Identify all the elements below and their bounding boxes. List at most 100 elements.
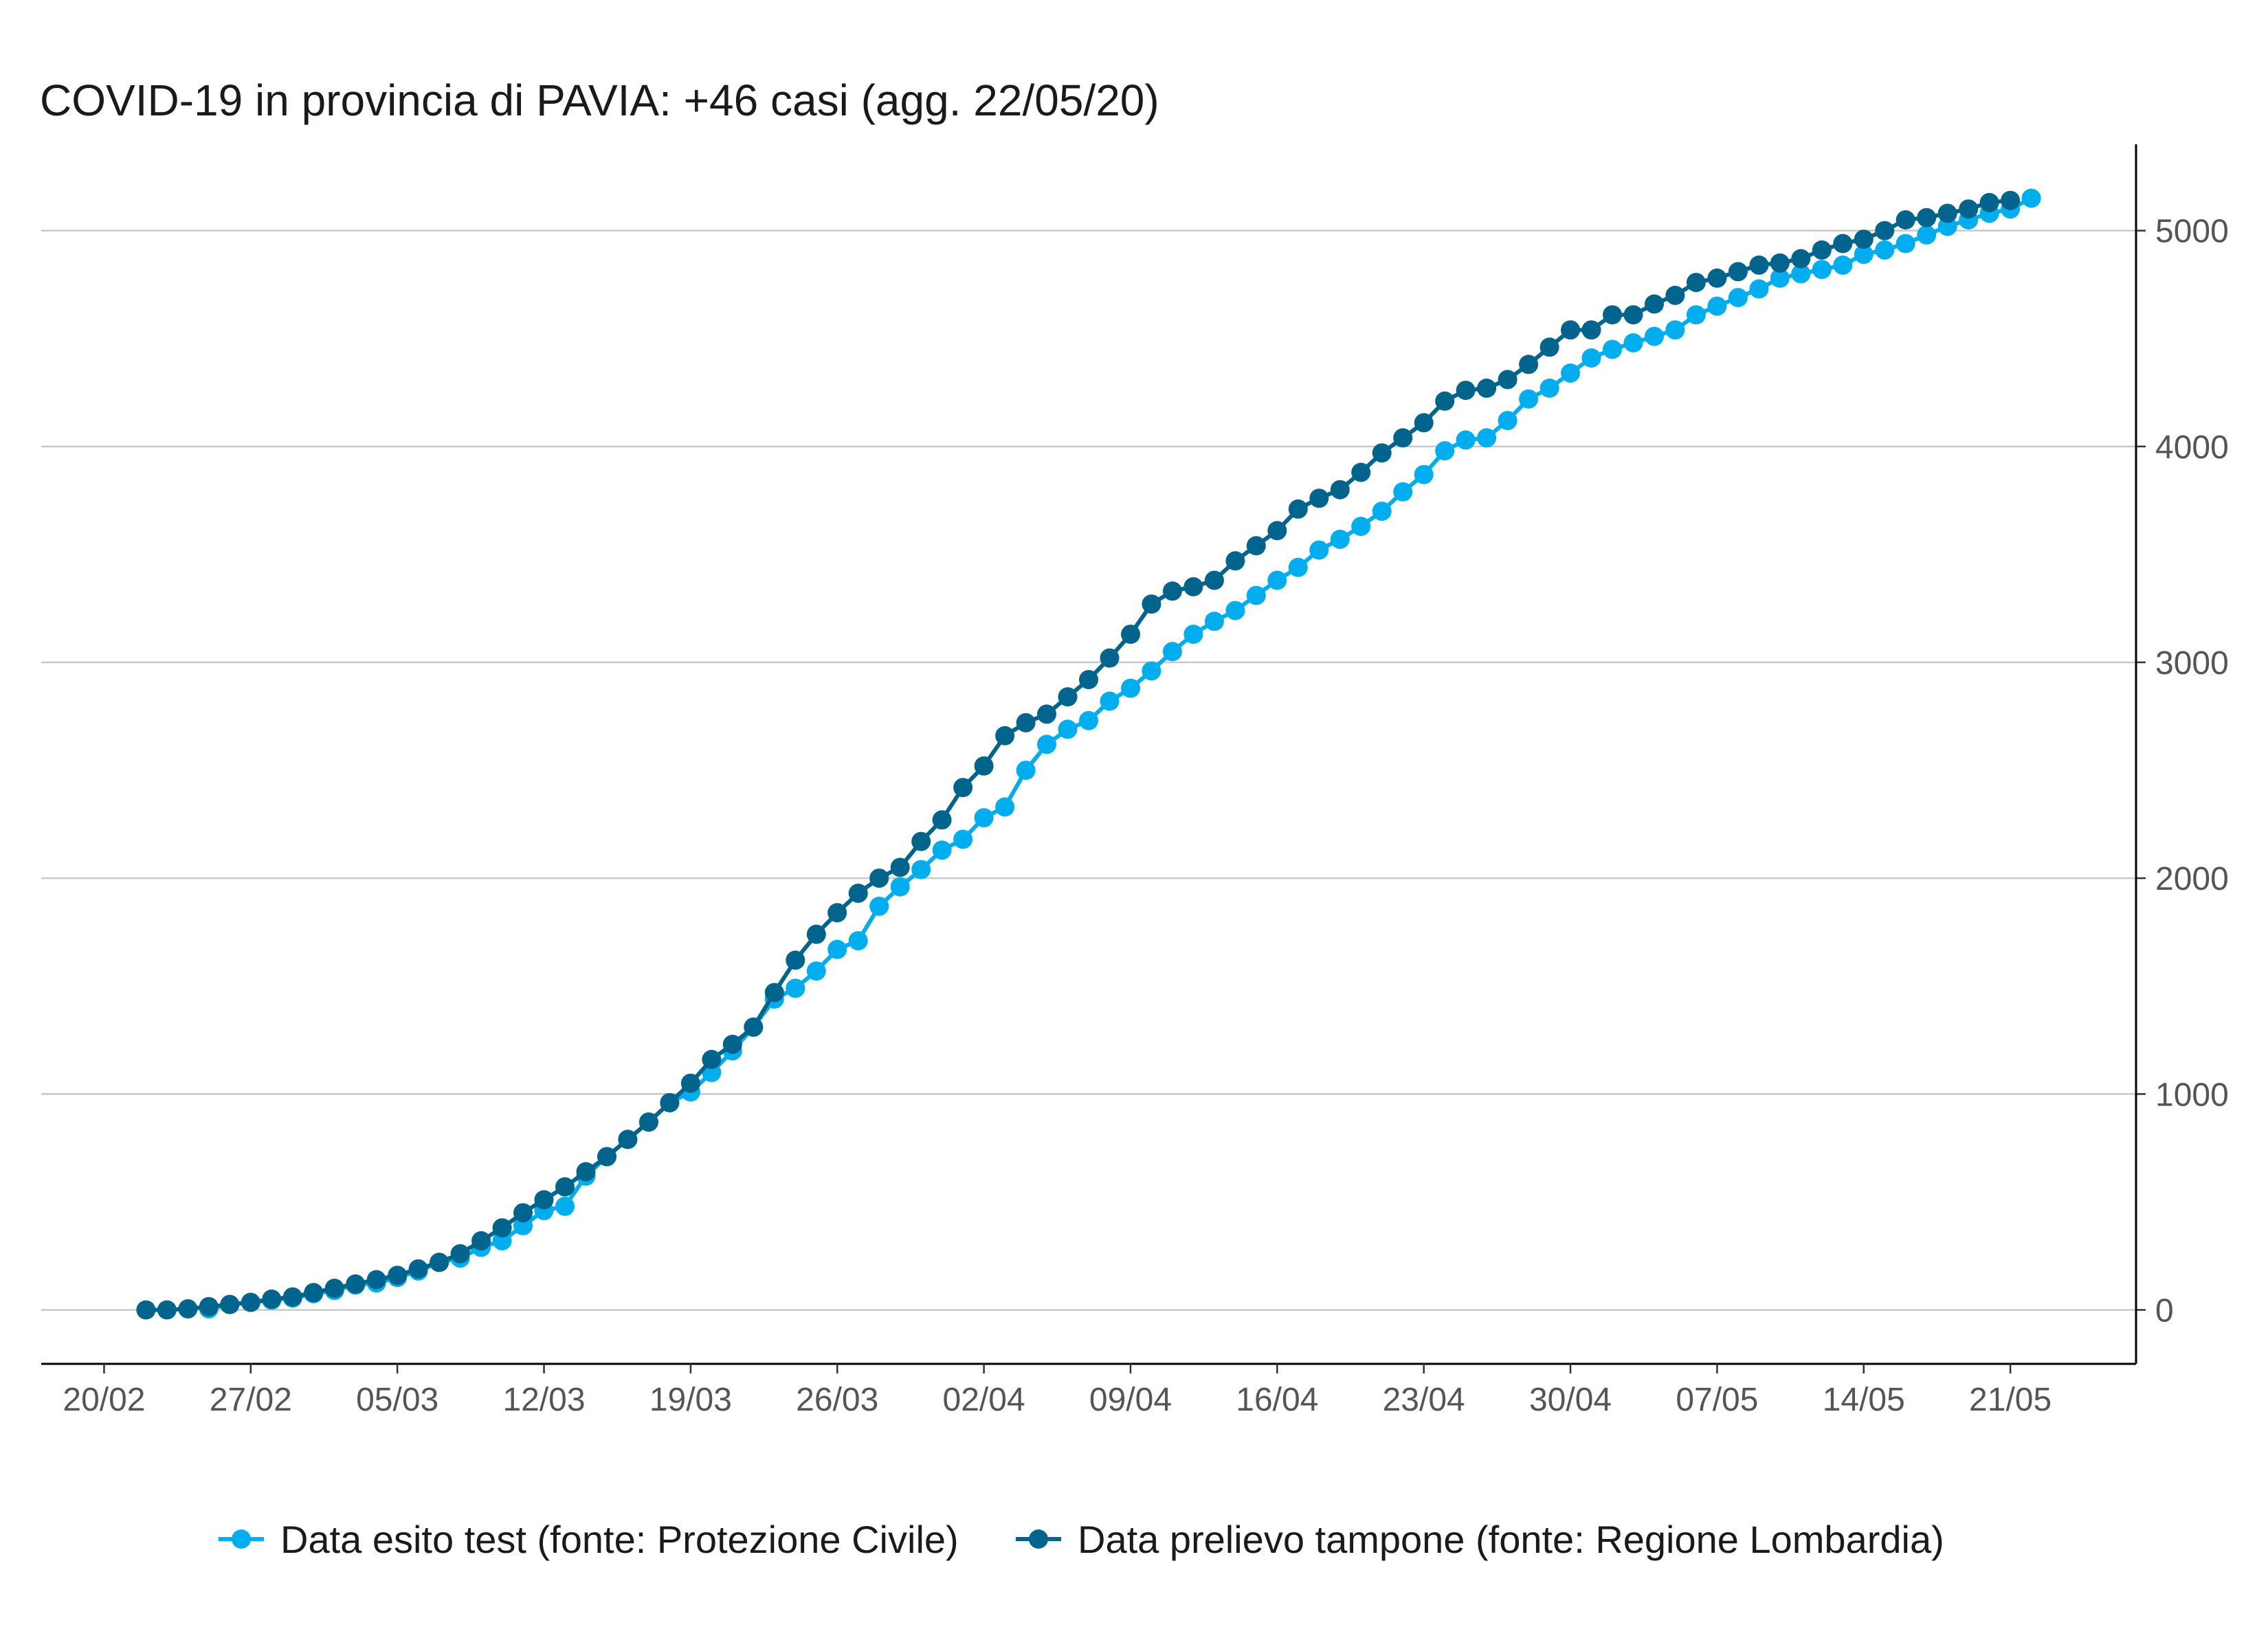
data-point bbox=[1058, 687, 1078, 707]
data-point bbox=[1812, 260, 1832, 280]
data-point bbox=[1519, 389, 1539, 409]
data-point bbox=[1037, 704, 1056, 724]
data-point bbox=[1917, 207, 1937, 227]
data-point bbox=[1183, 577, 1203, 596]
data-point bbox=[1351, 517, 1371, 537]
data-point bbox=[974, 808, 994, 828]
data-point bbox=[1016, 713, 1036, 732]
y-tick-label: 5000 bbox=[2155, 214, 2229, 250]
data-point bbox=[1979, 192, 1999, 212]
series-line bbox=[208, 196, 2032, 1311]
data-point bbox=[471, 1231, 491, 1250]
data-point bbox=[1686, 305, 1706, 325]
x-tick-label: 27/02 bbox=[210, 1382, 292, 1418]
data-point bbox=[1267, 521, 1287, 541]
data-point bbox=[1309, 540, 1329, 560]
legend-item-1: Data esito test (fonte: Protezione Civil… bbox=[219, 1518, 959, 1561]
data-point bbox=[1477, 379, 1497, 398]
data-point bbox=[1414, 464, 1434, 484]
data-point bbox=[638, 1112, 658, 1132]
data-point bbox=[1749, 279, 1769, 299]
data-point bbox=[848, 931, 868, 951]
y-tick-label: 3000 bbox=[2155, 645, 2229, 682]
data-point bbox=[1288, 557, 1308, 577]
data-point bbox=[1917, 225, 1937, 245]
data-point bbox=[1372, 443, 1392, 463]
x-tick-label: 12/03 bbox=[502, 1382, 585, 1418]
data-point bbox=[953, 829, 973, 849]
data-point bbox=[1937, 203, 1957, 223]
legend: Data esito test (fonte: Protezione Civil… bbox=[219, 1518, 1944, 1561]
data-point bbox=[1393, 482, 1413, 502]
data-point bbox=[1246, 585, 1266, 605]
data-point bbox=[388, 1266, 408, 1286]
data-point bbox=[282, 1287, 302, 1307]
data-point bbox=[324, 1279, 344, 1298]
data-point bbox=[346, 1274, 366, 1294]
data-point bbox=[1833, 234, 1853, 254]
data-point bbox=[911, 860, 931, 879]
data-point bbox=[869, 897, 889, 916]
data-point bbox=[1812, 240, 1832, 260]
data-point bbox=[199, 1297, 219, 1316]
data-point bbox=[1309, 489, 1329, 508]
data-point bbox=[136, 1300, 156, 1320]
data-point bbox=[1581, 348, 1601, 368]
data-point bbox=[1854, 245, 1874, 265]
x-tick-label: 16/04 bbox=[1236, 1382, 1318, 1418]
data-point bbox=[555, 1177, 575, 1197]
data-point bbox=[1351, 462, 1371, 482]
data-point bbox=[995, 726, 1015, 745]
x-tick-label: 21/05 bbox=[1969, 1382, 2052, 1418]
data-point bbox=[1645, 326, 1664, 346]
x-tick-label: 05/03 bbox=[356, 1382, 438, 1418]
data-point bbox=[827, 939, 847, 959]
data-point bbox=[1707, 268, 1727, 288]
data-point bbox=[1435, 441, 1455, 461]
x-tick-label: 09/04 bbox=[1089, 1382, 1172, 1418]
data-point bbox=[1142, 594, 1161, 614]
data-point bbox=[764, 983, 784, 1002]
data-point bbox=[827, 903, 847, 923]
series-2 bbox=[136, 190, 2021, 1320]
data-point bbox=[744, 1017, 764, 1037]
x-tick-label: 19/03 bbox=[649, 1382, 732, 1418]
data-point bbox=[492, 1218, 512, 1238]
data-point bbox=[1833, 255, 1853, 275]
x-tick-label: 02/04 bbox=[943, 1382, 1025, 1418]
data-point bbox=[1561, 363, 1580, 383]
data-point bbox=[786, 978, 805, 998]
data-point bbox=[1058, 719, 1078, 739]
series-1 bbox=[199, 188, 2041, 1319]
series-line bbox=[146, 198, 2011, 1312]
data-point bbox=[304, 1283, 324, 1303]
data-point bbox=[1267, 570, 1287, 590]
chart-title: COVID-19 in provincia di PAVIA: +46 casi… bbox=[40, 76, 1159, 125]
data-point bbox=[1204, 612, 1224, 631]
y-tick-label: 4000 bbox=[2155, 429, 2229, 466]
data-point bbox=[680, 1073, 700, 1093]
series-layer bbox=[136, 188, 2041, 1320]
data-point bbox=[430, 1253, 449, 1272]
x-tick-label: 30/04 bbox=[1529, 1382, 1612, 1418]
x-tick-label: 07/05 bbox=[1676, 1382, 1758, 1418]
data-point bbox=[576, 1162, 596, 1182]
data-point bbox=[1895, 210, 1915, 229]
data-point bbox=[1561, 320, 1580, 340]
data-point bbox=[1121, 678, 1140, 698]
x-tick-label: 14/05 bbox=[1823, 1382, 1905, 1418]
data-point bbox=[597, 1147, 616, 1167]
data-point bbox=[1330, 480, 1350, 500]
data-point bbox=[890, 877, 910, 897]
data-point bbox=[1498, 370, 1517, 390]
data-point bbox=[660, 1092, 680, 1112]
data-point bbox=[1477, 428, 1497, 448]
data-point bbox=[1686, 273, 1706, 293]
data-point bbox=[408, 1259, 428, 1279]
data-point bbox=[1162, 642, 1182, 662]
data-point bbox=[1225, 551, 1245, 571]
grid-lines bbox=[41, 229, 2136, 1311]
data-point bbox=[1770, 253, 1790, 273]
data-point bbox=[450, 1244, 470, 1264]
data-point bbox=[932, 840, 952, 860]
